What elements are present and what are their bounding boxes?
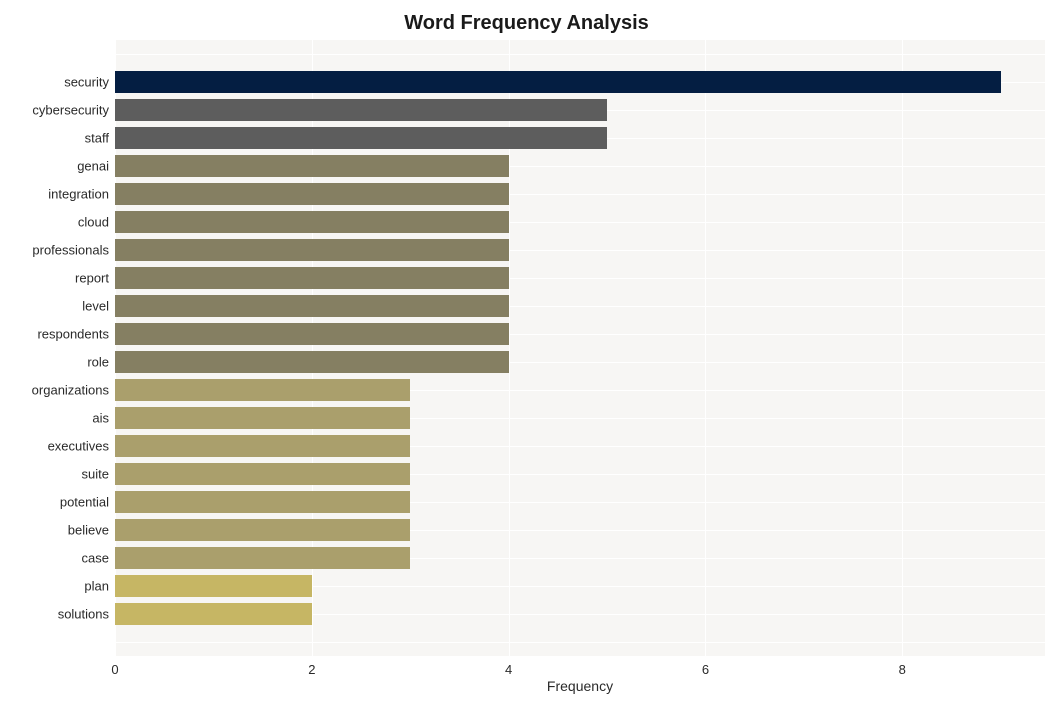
h-grid-line — [115, 54, 1045, 55]
bar-row — [115, 99, 1045, 121]
x-tick-label: 6 — [702, 662, 709, 677]
bar — [115, 267, 509, 289]
bar-row — [115, 71, 1045, 93]
y-tick-label: plan — [84, 578, 109, 593]
bar — [115, 435, 410, 457]
bar-row — [115, 379, 1045, 401]
y-tick-label: suite — [82, 467, 109, 482]
bar-row — [115, 463, 1045, 485]
bar-row — [115, 547, 1045, 569]
bar — [115, 463, 410, 485]
bar — [115, 575, 312, 597]
bar — [115, 323, 509, 345]
x-tick-label: 4 — [505, 662, 512, 677]
bar-row — [115, 491, 1045, 513]
x-axis-title: Frequency — [547, 678, 613, 694]
y-tick-label: potential — [60, 495, 109, 510]
x-tick-label: 0 — [111, 662, 118, 677]
bar-row — [115, 603, 1045, 625]
bar-row — [115, 323, 1045, 345]
bar-row — [115, 211, 1045, 233]
bar-row — [115, 295, 1045, 317]
bar-row — [115, 127, 1045, 149]
y-tick-label: integration — [48, 187, 109, 202]
bar — [115, 127, 607, 149]
bar — [115, 295, 509, 317]
bar — [115, 519, 410, 541]
bar-row — [115, 407, 1045, 429]
y-tick-label: case — [82, 551, 109, 566]
y-tick-label: solutions — [58, 607, 109, 622]
x-tick-label: 8 — [899, 662, 906, 677]
y-tick-label: organizations — [32, 383, 109, 398]
bar — [115, 211, 509, 233]
h-grid-line — [115, 642, 1045, 643]
bar-row — [115, 351, 1045, 373]
bar — [115, 491, 410, 513]
bar — [115, 155, 509, 177]
y-tick-label: professionals — [32, 243, 109, 258]
y-tick-label: cloud — [78, 215, 109, 230]
bar — [115, 183, 509, 205]
bar-row — [115, 435, 1045, 457]
chart-container: Word Frequency Analysis 02468securitycyb… — [0, 0, 1053, 701]
y-tick-label: role — [87, 355, 109, 370]
y-tick-label: executives — [48, 439, 109, 454]
plot-inner: 02468securitycybersecuritystaffgenaiinte… — [115, 40, 1045, 656]
y-tick-label: staff — [85, 131, 109, 146]
y-tick-label: respondents — [37, 327, 109, 342]
y-tick-label: genai — [77, 159, 109, 174]
bar — [115, 71, 1001, 93]
bar — [115, 379, 410, 401]
bar-row — [115, 575, 1045, 597]
bar-row — [115, 183, 1045, 205]
bar — [115, 351, 509, 373]
bar — [115, 99, 607, 121]
chart-title: Word Frequency Analysis — [0, 12, 1053, 35]
bar-row — [115, 267, 1045, 289]
bar-row — [115, 155, 1045, 177]
y-tick-label: security — [64, 75, 109, 90]
y-tick-label: ais — [92, 411, 109, 426]
bar — [115, 603, 312, 625]
bar — [115, 407, 410, 429]
bar-row — [115, 239, 1045, 261]
y-tick-label: cybersecurity — [32, 103, 109, 118]
y-tick-label: report — [75, 271, 109, 286]
plot-area: 02468securitycybersecuritystaffgenaiinte… — [115, 40, 1045, 656]
bar-row — [115, 519, 1045, 541]
bar — [115, 547, 410, 569]
x-tick-label: 2 — [308, 662, 315, 677]
y-tick-label: level — [82, 299, 109, 314]
bar — [115, 239, 509, 261]
y-tick-label: believe — [68, 523, 109, 538]
